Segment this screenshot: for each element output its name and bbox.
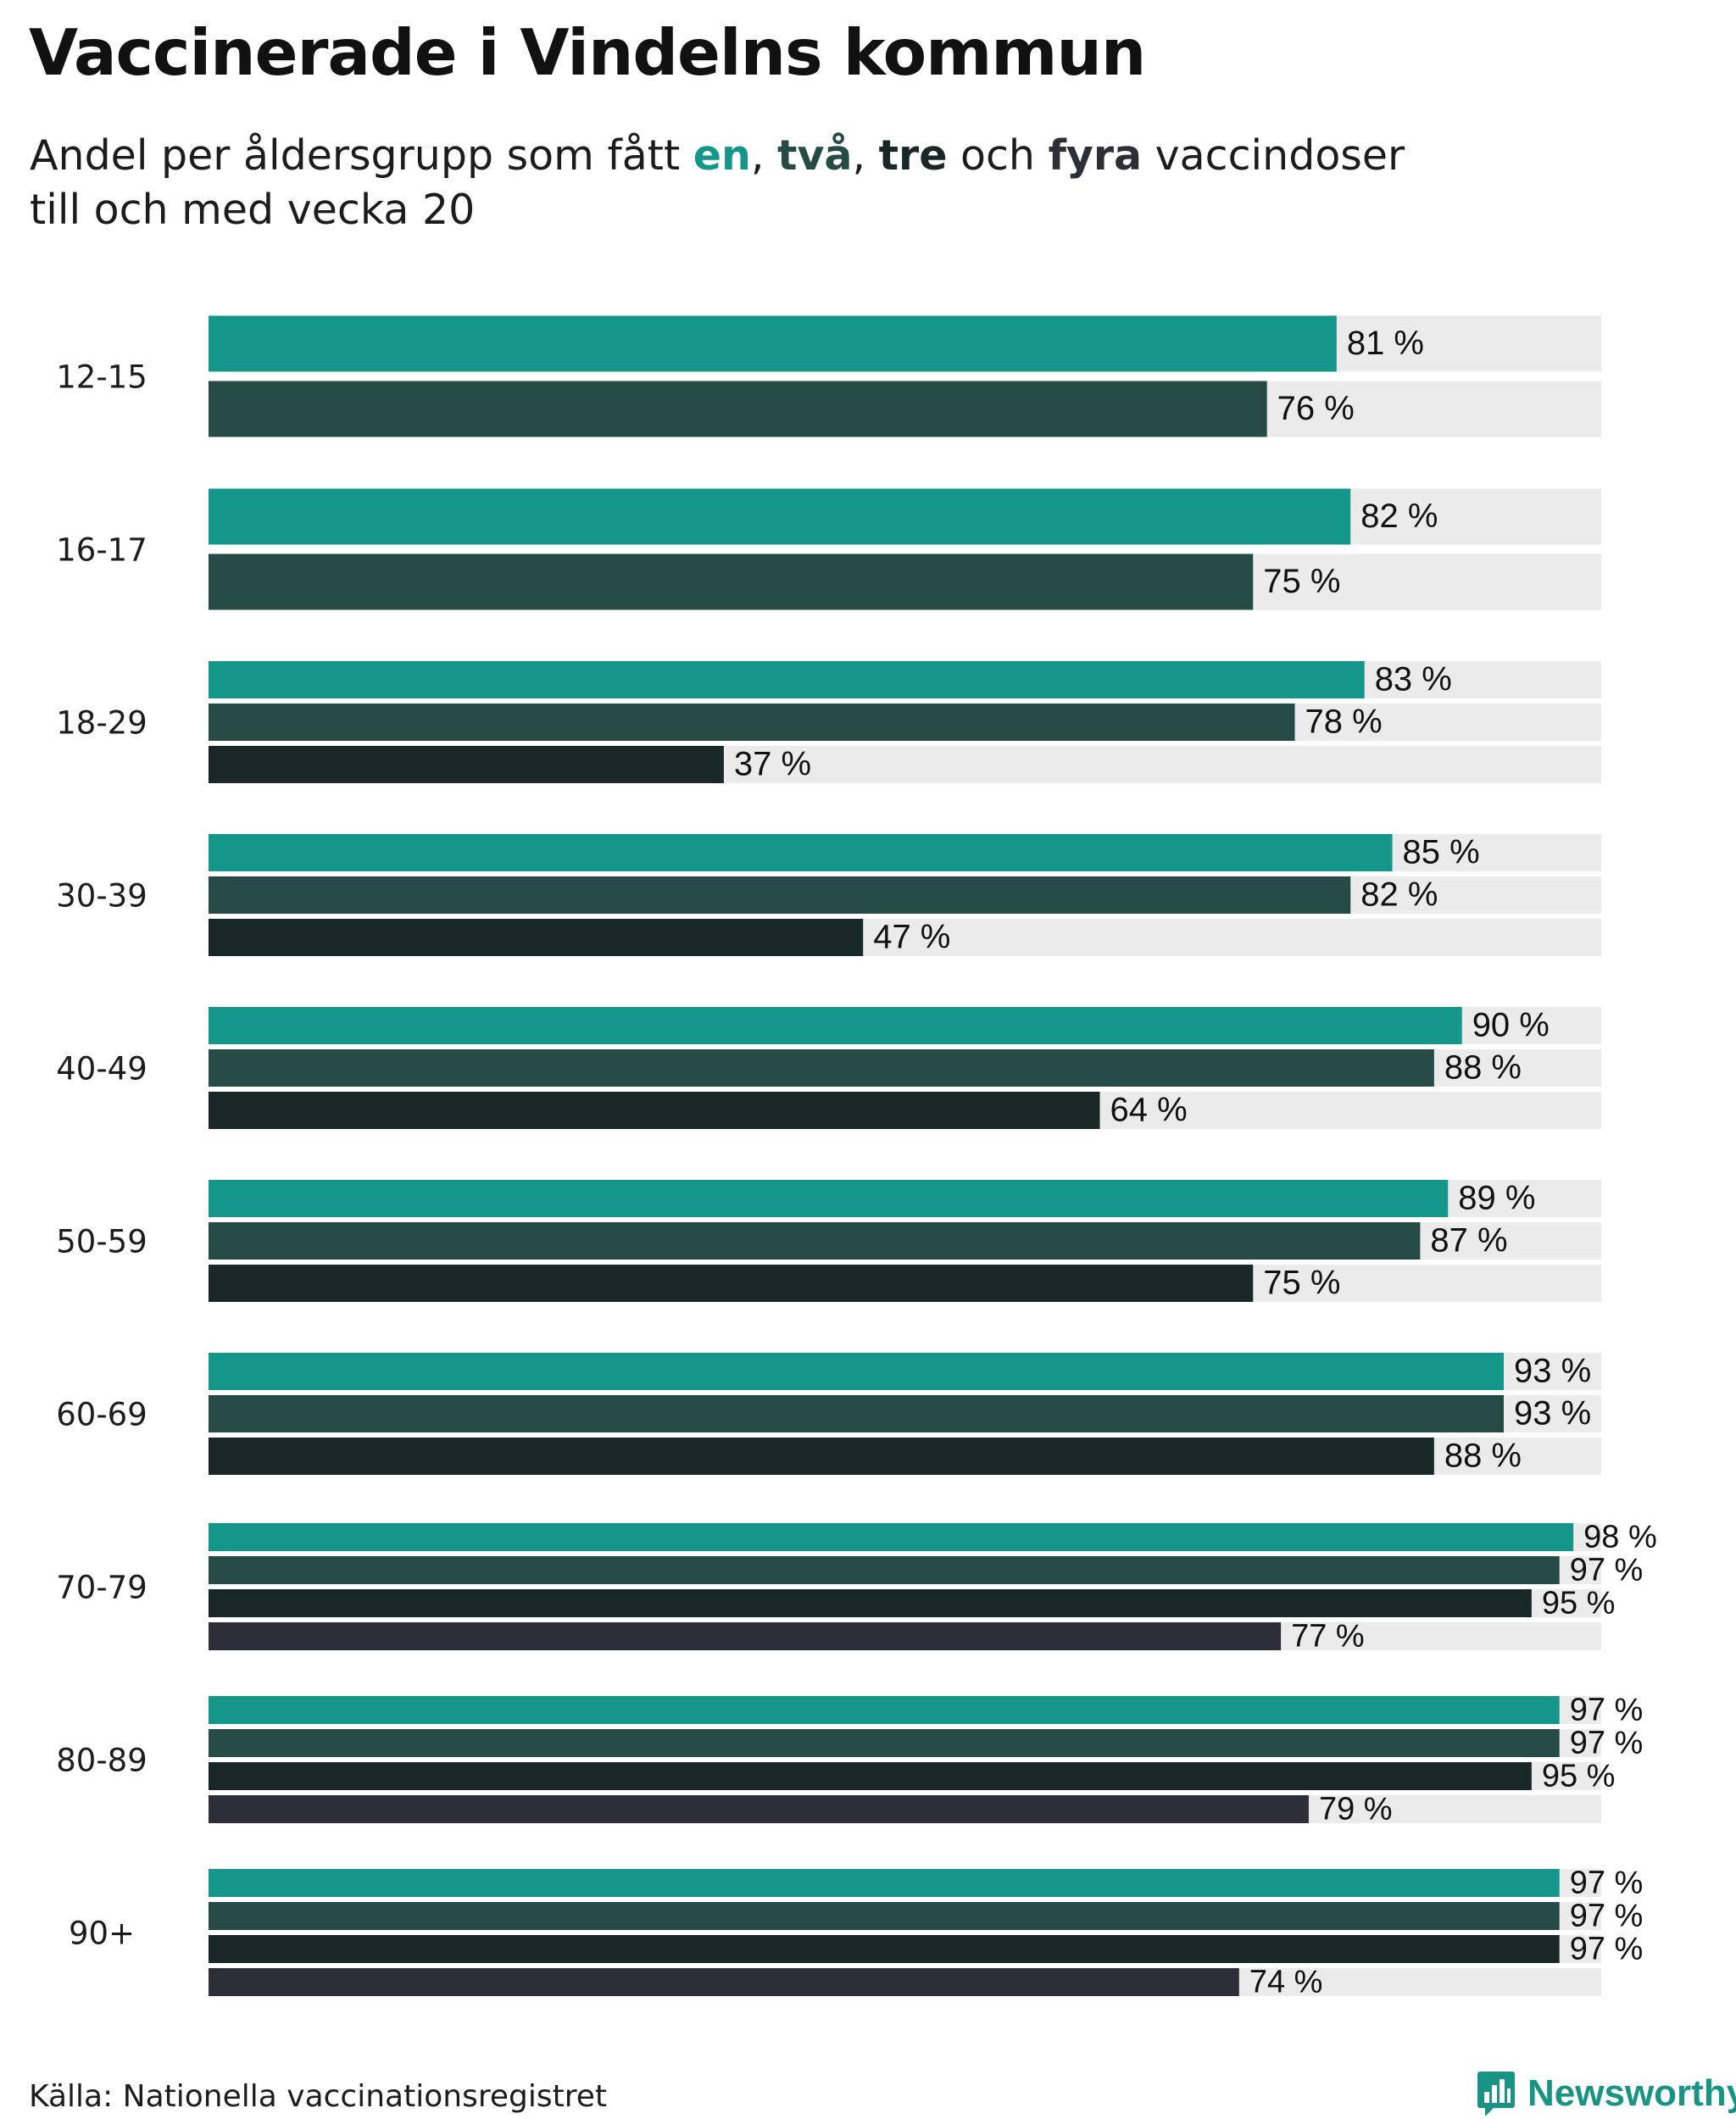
bar-fyra [209, 1622, 1282, 1650]
category-label: 40-49 [56, 1051, 147, 1087]
bar-tre [209, 919, 864, 956]
data-label: 93 % [1514, 1395, 1591, 1432]
data-label: 95 % [1542, 1759, 1616, 1794]
brand-name: Newsworthy [1527, 2072, 1736, 2114]
legend-dose-1: en [693, 131, 751, 180]
data-label: 97 % [1570, 1899, 1644, 1934]
brand-logo: Newsworthy [1477, 2068, 1736, 2119]
bar-en [209, 1696, 1560, 1724]
category-label: 80-89 [56, 1743, 147, 1779]
data-label: 74 % [1249, 1965, 1323, 2000]
bar-en [209, 315, 1337, 372]
category-label: 50-59 [56, 1224, 147, 1260]
bar-tre [209, 746, 724, 783]
bar-en [209, 488, 1351, 545]
bar-två [209, 553, 1254, 610]
category-label: 70-79 [56, 1570, 147, 1606]
bar-en [209, 1869, 1560, 1897]
data-label: 97 % [1570, 1693, 1644, 1728]
bar-fyra [209, 1795, 1309, 1823]
bar-tre [209, 1935, 1560, 1963]
subtitle-line-2: till och med vecka 20 [30, 186, 476, 234]
category-label: 16-17 [56, 532, 147, 569]
data-label: 97 % [1570, 1866, 1644, 1901]
chart-title: Vaccinerade i Vindelns kommun [29, 15, 1146, 90]
bar-tre [209, 1589, 1532, 1617]
bar-två [209, 1222, 1421, 1260]
category-label: 30-39 [56, 878, 147, 915]
data-label: 97 % [1570, 1726, 1644, 1761]
source-note: Källa: Nationella vaccinationsregistret [29, 2079, 607, 2114]
category-label: 18-29 [56, 705, 147, 742]
bar-tre [209, 1265, 1254, 1302]
data-label: 88 % [1444, 1049, 1522, 1087]
data-label: 64 % [1110, 1092, 1188, 1129]
bar-två [209, 1902, 1560, 1930]
data-label: 82 % [1360, 498, 1438, 535]
category-label: 90+ [69, 1916, 135, 1952]
bar-två [209, 1729, 1560, 1757]
subtitle-line-1: Andel per åldersgrupp som fått en, två, … [30, 129, 1640, 183]
chart-subtitle: Andel per åldersgrupp som fått en, två, … [30, 129, 1640, 237]
bar-en [209, 1353, 1504, 1390]
data-label: 97 % [1570, 1553, 1644, 1588]
data-label: 78 % [1305, 704, 1383, 741]
data-label: 75 % [1263, 1265, 1340, 1302]
data-label: 88 % [1444, 1438, 1522, 1475]
bar-två [209, 1556, 1560, 1584]
bar-chart: 12-15 81 % 76 % 16-17 82 % 75 % 18-29 83 % 78 % 3… [56, 315, 1657, 2000]
subtitle-prefix: Andel per åldersgrupp som fått [30, 131, 693, 180]
bar-två [209, 381, 1267, 437]
data-label: 75 % [1263, 563, 1340, 600]
subtitle-separator: , [750, 131, 778, 180]
legend-dose-2: två [777, 131, 853, 180]
data-label: 89 % [1458, 1180, 1535, 1217]
subtitle-suffix: vaccindoser [1142, 131, 1405, 180]
bar-tre [209, 1092, 1100, 1129]
bar-en [209, 834, 1393, 871]
data-label: 76 % [1277, 390, 1355, 427]
newsworthy-logo-icon [1477, 2072, 1515, 2116]
data-label: 82 % [1360, 876, 1438, 914]
data-label: 81 % [1347, 325, 1424, 362]
bar-en [209, 661, 1365, 698]
data-label: 79 % [1319, 1792, 1393, 1827]
data-label: 97 % [1570, 1932, 1644, 1967]
data-label: 95 % [1542, 1586, 1616, 1621]
bar-tre [209, 1438, 1434, 1475]
data-label: 47 % [873, 919, 950, 956]
data-label: 98 % [1583, 1520, 1657, 1555]
category-label: 60-69 [56, 1397, 147, 1433]
legend-dose-3: tre [878, 131, 948, 180]
category-label: 12-15 [56, 359, 147, 396]
subtitle-separator: , [852, 131, 879, 180]
bar-en [209, 1007, 1462, 1044]
data-label: 93 % [1514, 1353, 1591, 1390]
bar-två [209, 876, 1351, 914]
bar-en [209, 1523, 1574, 1551]
bar-två [209, 704, 1295, 741]
data-label: 37 % [734, 746, 811, 783]
bar-två [209, 1049, 1434, 1087]
bar-en [209, 1180, 1449, 1217]
bar-tre [209, 1762, 1532, 1790]
subtitle-conjunction: och [947, 131, 1049, 180]
data-label: 90 % [1472, 1007, 1550, 1044]
data-label: 83 % [1375, 661, 1452, 698]
bar-två [209, 1395, 1504, 1432]
legend-dose-4: fyra [1048, 131, 1143, 180]
data-label: 85 % [1403, 834, 1480, 871]
data-label: 77 % [1291, 1619, 1365, 1655]
bar-fyra [209, 1968, 1239, 1996]
data-label: 87 % [1430, 1222, 1507, 1260]
